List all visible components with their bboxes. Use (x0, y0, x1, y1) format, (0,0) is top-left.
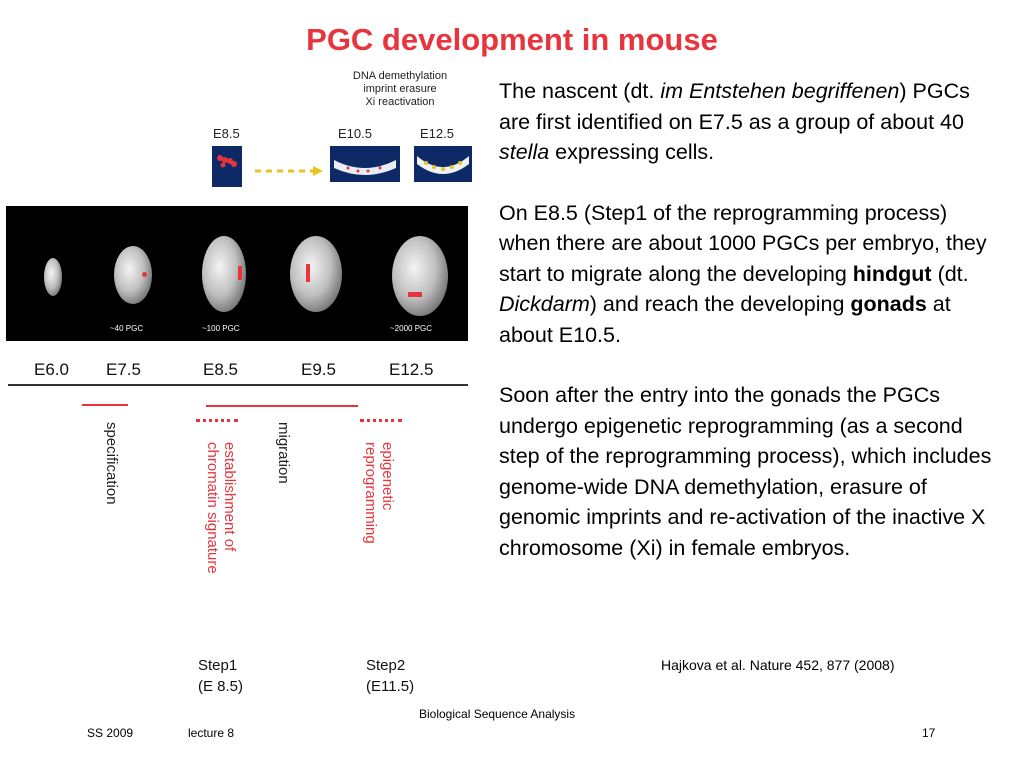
dna-label-xi: Xi reactivation (365, 96, 435, 108)
p2-bold-b: gonads (850, 292, 927, 316)
footer-term: SS 2009 (87, 726, 134, 740)
timeline-axis (8, 384, 468, 386)
step2-label: Step2 (E11.5) (366, 655, 414, 697)
dna-process-labels: DNA demethylation imprint erasure Xi rea… (345, 70, 455, 109)
label-establishment-line1: establishment of (221, 442, 238, 552)
epigenetic-dots (360, 419, 402, 422)
label-establishment: establishment of chromatin signature (204, 442, 238, 574)
pgc-marker-icon (238, 266, 242, 280)
footer-lecture: lecture 8 (188, 726, 235, 740)
label-migration: migration (275, 422, 292, 484)
label-specification: specification (103, 422, 120, 505)
paragraph-reprogramming: Soon after the entry into the gonads the… (499, 383, 992, 560)
specification-bar (82, 404, 128, 406)
label-e85-top: E8.5 (213, 126, 240, 141)
slide-body: The nascent (dt. im Entstehen begriffene… (499, 76, 1004, 593)
p2-italic-a: Dickdarm (499, 292, 590, 316)
p1-text-c: expressing cells. (549, 140, 715, 164)
footer-page-number: 17 (922, 726, 936, 740)
p1-italic-b: stella (499, 140, 550, 164)
p2-text-a: On E8.5 (Step1 of the reprogramming proc… (499, 200, 987, 286)
label-epigenetic-line1: epigenetic (379, 442, 396, 511)
stage-e60: E6.0 (34, 360, 69, 379)
label-establishment-line2: chromatin signature (204, 442, 221, 574)
slide-title: PGC development in mouse (306, 22, 718, 57)
paragraph-migration: On E8.5 (Step1 of the reprogramming proc… (499, 198, 1004, 351)
thumb-e105 (330, 146, 400, 182)
pgc-count-40: ~40 PGC (110, 324, 144, 333)
p2-text-c: ) and reach the developing (589, 292, 851, 316)
embryo-e60-icon (44, 258, 62, 296)
p2-text-d: at about E10.5. (499, 292, 951, 347)
thumb-e125 (414, 146, 472, 182)
step2-time: (E11.5) (366, 678, 415, 695)
gonad-icon (334, 160, 396, 175)
p1-italic-a: im Entstehen begriffenen (660, 79, 900, 103)
embryo-e125-icon (392, 236, 448, 316)
pgc-marker-icon (408, 292, 422, 297)
step1-time: (E 8.5) (198, 678, 244, 695)
stage-e85: E8.5 (203, 360, 238, 379)
paragraph-nascent: The nascent (dt. im Entstehen begriffene… (499, 76, 1004, 168)
embryo-image-strip: ~40 PGC ~100 PGC ~2000 PGC (6, 206, 468, 341)
label-epigenetic-line2: reprogramming (362, 442, 379, 544)
step1-label: Step1 (E 8.5) (198, 655, 243, 697)
dna-label-demethylation: DNA demethylation (352, 70, 448, 82)
p1-text-a: The nascent (dt. (499, 79, 661, 103)
label-epigenetic: epigenetic reprogramming (362, 442, 396, 544)
pgc-marker-icon (306, 264, 310, 282)
pgc-count-2000: ~2000 PGC (390, 324, 433, 333)
p1-text-b: ) PGCs are first identified on E7.5 as a… (499, 79, 970, 134)
step1-name: Step1 (198, 657, 238, 674)
pgc-count-100: ~100 PGC (202, 324, 240, 333)
stage-e125: E12.5 (389, 360, 434, 379)
thumb-e85 (212, 146, 242, 187)
migration-bar (206, 405, 358, 407)
citation: Hajkova et al. Nature 452, 877 (2008) (661, 657, 895, 673)
pgc-figure: DNA demethylation imprint erasure Xi rea… (0, 60, 480, 710)
establishment-dots (196, 419, 238, 422)
stage-e75: E7.5 (106, 360, 141, 379)
dashed-arrow-icon (255, 166, 323, 176)
gonad-icon (417, 156, 469, 174)
stage-e95: E9.5 (301, 360, 336, 379)
label-e125-top: E12.5 (420, 126, 454, 141)
dna-label-imprint: imprint erasure (363, 83, 437, 95)
p2-text-b: (dt. (931, 261, 969, 286)
pgc-marker-icon (142, 272, 147, 277)
label-e105-top: E10.5 (338, 126, 372, 141)
step2-name: Step2 (366, 657, 406, 674)
p2-bold-a: hindgut (852, 261, 932, 286)
pgc-cluster-icon (217, 155, 237, 168)
footer-course: Biological Sequence Analysis (419, 707, 576, 721)
embryo-e95-icon (290, 236, 342, 312)
